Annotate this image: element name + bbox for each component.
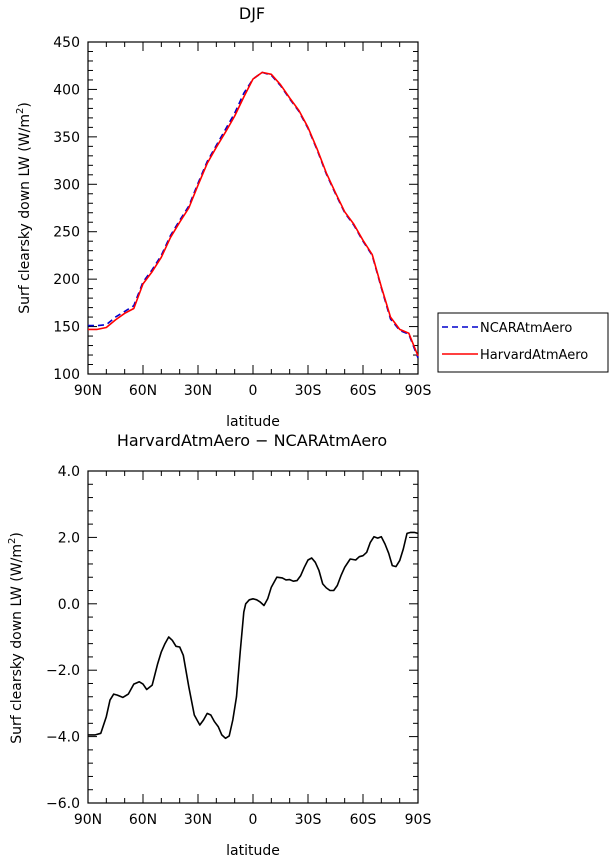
x-tick-label: 0 (249, 383, 258, 399)
x-tick-label: 90N (74, 812, 102, 828)
legend-label-harvard: HarvardAtmAero (480, 348, 588, 363)
top-panel: DJF 90N 60N 30N 0 30S 60S 90S 100 150 200 250 300 35… (15, 4, 608, 430)
top-plot-frame (88, 42, 418, 374)
y-tick-label: 150 (53, 320, 80, 336)
y-tick-label: 100 (53, 367, 80, 383)
series-line-harvardatmaero (88, 72, 418, 356)
top-series-lines (88, 72, 418, 358)
top-chart-title: DJF (239, 4, 265, 23)
top-y-axis-label: Surf clearsky down LW (W/m2) (15, 102, 33, 314)
bottom-x-axis-label: latitude (226, 843, 280, 859)
x-tick-label: 30S (295, 812, 322, 828)
x-tick-label: 60N (129, 812, 157, 828)
bottom-plot-frame (88, 471, 418, 803)
y-tick-label: −2.0 (46, 663, 80, 679)
y-tick-label: 400 (53, 82, 80, 98)
bottom-series-lines (88, 532, 418, 738)
bottom-chart-title: HarvardAtmAero − NCARAtmAero (117, 431, 387, 450)
top-x-axis-label: latitude (226, 414, 280, 430)
y-tick-label: 250 (53, 225, 80, 241)
x-tick-label: 60S (350, 383, 377, 399)
y-tick-label: 4.0 (58, 464, 80, 480)
x-tick-label: 30N (184, 812, 212, 828)
y-tick-label: −6.0 (46, 796, 80, 812)
y-tick-label: 200 (53, 272, 80, 288)
y-tick-label: 300 (53, 177, 80, 193)
y-tick-label: 350 (53, 130, 80, 146)
legend-label-ncar: NCARAtmAero (480, 321, 572, 336)
x-tick-label: 90N (74, 383, 102, 399)
x-tick-label: 60S (350, 812, 377, 828)
series-line-ncaratmaero (88, 72, 418, 358)
y-tick-label: 2.0 (58, 530, 80, 546)
y-tick-label: 450 (53, 35, 80, 51)
x-tick-label: 60N (129, 383, 157, 399)
legend: NCARAtmAero HarvardAtmAero (438, 313, 608, 372)
top-axis-ticks: 90N 60N 30N 0 30S 60S 90S 100 150 200 250 300 350 400… (53, 35, 431, 399)
x-tick-label: 0 (249, 812, 258, 828)
x-tick-label: 30S (295, 383, 322, 399)
series-line-difference (88, 532, 418, 738)
y-tick-label: 0.0 (58, 597, 80, 613)
x-tick-label: 90S (405, 383, 432, 399)
bottom-y-axis-label: Surf clearsky down LW (W/m2) (7, 532, 25, 744)
y-tick-label: −4.0 (46, 730, 80, 746)
x-tick-label: 30N (184, 383, 212, 399)
bottom-axis-ticks: 90N 60N 30N 0 30S 60S 90S −6.0 −4.0 −2.0 0.0 2.0 4.0 (46, 464, 431, 828)
bottom-panel: HarvardAtmAero − NCARAtmAero 90N 60N 30N 0 3… (7, 431, 431, 859)
x-tick-label: 90S (405, 812, 432, 828)
